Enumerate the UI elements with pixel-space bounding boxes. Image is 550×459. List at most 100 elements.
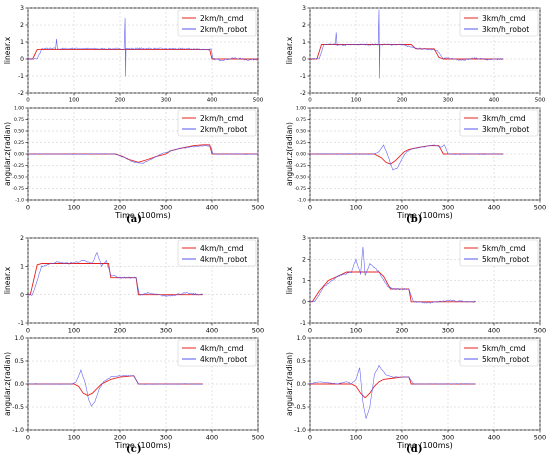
legend-box: [459, 9, 539, 37]
legend-box: [177, 339, 257, 367]
x-tick-label: 300: [160, 434, 172, 442]
x-tick-label: 300: [160, 327, 172, 335]
y-tick-label: 0: [20, 56, 24, 63]
x-tick-label: 400: [488, 434, 500, 442]
y-axis-label: linear.x: [285, 36, 294, 64]
x-tick-label: 400: [206, 327, 218, 335]
x-tick-label: 400: [206, 204, 218, 212]
legend-entry: 4km/h_cmd: [200, 244, 244, 253]
series-line-robot: [309, 144, 504, 171]
y-tick-label: -0.75: [12, 186, 24, 192]
subplot-a-bottom: 0 100 200 300 400 500 -1.0 -0.75 -0.50 -0.25 0.00 0…: [3, 106, 264, 220]
y-tick-label: -0.50: [12, 175, 24, 181]
x-tick-label: 100: [350, 434, 362, 442]
legend-entry: 5km/h_cmd: [482, 244, 526, 253]
panel-label-c: (c): [126, 444, 142, 455]
y-tick-label: -0.25: [12, 163, 24, 169]
y-tick-label: 1: [20, 263, 24, 270]
y-tick-label: 1.00: [296, 106, 306, 112]
y-tick-label: 0: [20, 292, 24, 299]
x-tick-label: 500: [252, 327, 264, 335]
x-tick-label: 200: [114, 204, 126, 212]
series-line-robot: [309, 364, 476, 419]
series-line-robot: [28, 369, 203, 407]
subplot-b-top: 0 100 200 300 400 500 -2 -1 0 1 2 3 3km/h_cmd 3km/h_r…: [285, 5, 546, 103]
y-tick-label: 0: [302, 56, 306, 63]
x-tick-label: 0: [26, 434, 30, 442]
y-tick-label: 1: [302, 278, 306, 285]
legend-entry: 2km/h_robot: [200, 25, 247, 34]
y-tick-label: 1.0: [14, 335, 24, 342]
legend-entry: 5km/h_robot: [482, 355, 529, 364]
y-tick-label: -1.0: [15, 198, 24, 204]
series-line-robot: [27, 251, 203, 298]
y-tick-label: -1: [18, 73, 24, 80]
y-tick-label: -1: [300, 73, 306, 80]
x-tick-label: 0: [26, 327, 30, 335]
x-tick-label: 100: [69, 98, 80, 104]
x-tick-label: 0: [308, 434, 312, 442]
y-tick-label: 1.00: [14, 106, 24, 112]
legend-box: [177, 9, 257, 37]
series-line-robot: [27, 145, 259, 164]
y-tick-label: -1.0: [12, 427, 24, 434]
y-tick-label: -1: [18, 320, 24, 327]
x-tick-label: 300: [442, 327, 454, 335]
y-tick-label: -1: [300, 320, 306, 327]
y-tick-label: 0.0: [296, 381, 306, 388]
y-tick-label: 0.50: [14, 129, 24, 135]
x-tick-label: 400: [488, 204, 500, 212]
subplot-b-bottom: 0 100 200 300 400 500 -1.0 -0.75 -0.50 -0.25 0.00 0…: [285, 106, 546, 220]
y-tick-label: 0.25: [14, 140, 24, 146]
y-tick-label: 1.0: [296, 335, 306, 342]
x-axis-label: Time (100ms): [396, 441, 453, 450]
series-line-cmd: [28, 263, 203, 296]
legend-entry: 2km/h_robot: [200, 125, 247, 134]
y-tick-label: 0: [302, 299, 306, 306]
y-tick-label: -1.0: [297, 198, 306, 204]
x-tick-label: 200: [114, 434, 126, 442]
y-tick-label: -2: [300, 90, 306, 97]
y-axis-label: angular.z(radian): [3, 122, 12, 186]
subplot-d-top: 0 100 200 300 400 500-101235km/h_cmd5km/h_rob…: [285, 235, 546, 334]
y-tick-label: 3: [302, 5, 306, 12]
x-tick-label: 300: [442, 204, 454, 212]
legend-entry: 3km/h_cmd: [482, 14, 526, 23]
series-line-robot: [27, 17, 259, 77]
legend-entry: 3km/h_robot: [482, 125, 529, 134]
legend-entry: 2km/h_cmd: [200, 14, 244, 23]
x-tick-label: 0: [26, 204, 30, 212]
legend-entry: 4km/h_robot: [200, 355, 247, 364]
y-tick-label: 2: [302, 22, 306, 29]
x-axis-label: Time (100ms): [396, 211, 453, 220]
y-tick-label: 0.5: [296, 358, 306, 365]
y-axis-label: angular.z(radian): [3, 352, 12, 416]
x-tick-label: 400: [206, 434, 218, 442]
x-tick-label: 500: [534, 434, 546, 442]
x-tick-label: 100: [350, 327, 362, 335]
legend-entry: 5km/h_robot: [482, 255, 529, 264]
x-tick-label: 500: [253, 98, 264, 104]
legend-entry: 4km/h_robot: [200, 255, 247, 264]
legend-box: [177, 239, 257, 267]
x-tick-label: 500: [252, 204, 264, 212]
x-tick-label: 200: [115, 98, 126, 104]
y-tick-label: 0.00: [296, 152, 306, 158]
y-axis-label: linear.x: [285, 266, 294, 294]
y-tick-label: 0.50: [296, 129, 306, 135]
x-tick-label: 300: [442, 434, 454, 442]
y-tick-label: -1.0: [294, 427, 306, 434]
x-tick-label: 500: [252, 434, 264, 442]
y-tick-label: 3: [20, 5, 24, 12]
legend-box: [459, 109, 539, 137]
legend-entry: 3km/h_robot: [482, 25, 529, 34]
series-line-cmd: [310, 44, 504, 60]
x-axis-label: Time (100ms): [114, 441, 171, 450]
y-axis-label: angular.z(radian): [285, 122, 294, 186]
y-tick-label: 1: [302, 39, 306, 46]
y-tick-label: 0.25: [296, 140, 306, 146]
y-tick-label: 0.75: [14, 117, 24, 123]
x-tick-label: 500: [534, 327, 546, 335]
x-tick-label: 300: [161, 98, 172, 104]
series-line-robot: [309, 246, 476, 304]
